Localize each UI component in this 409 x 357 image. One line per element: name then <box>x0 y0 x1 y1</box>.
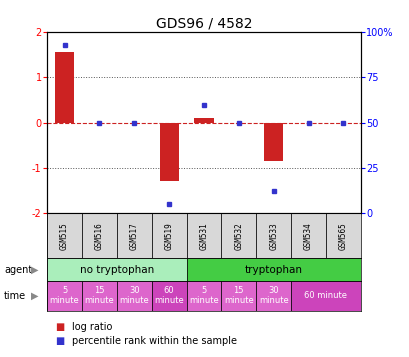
Bar <box>290 281 360 311</box>
Text: agent: agent <box>4 265 32 275</box>
Text: ▶: ▶ <box>31 291 38 301</box>
Text: 60
minute: 60 minute <box>154 286 184 306</box>
Text: 5
minute: 5 minute <box>189 286 218 306</box>
Text: GSM565: GSM565 <box>338 222 347 250</box>
Text: GSM534: GSM534 <box>303 222 312 250</box>
Bar <box>82 213 117 258</box>
Bar <box>47 281 82 311</box>
Bar <box>159 123 178 181</box>
Text: 15
minute: 15 minute <box>84 286 114 306</box>
Text: log ratio: log ratio <box>72 322 112 332</box>
Text: GSM531: GSM531 <box>199 222 208 250</box>
Bar <box>151 281 186 311</box>
Bar <box>186 213 221 258</box>
Text: time: time <box>4 291 26 301</box>
Bar <box>256 213 290 258</box>
Text: tryptophan: tryptophan <box>244 265 302 275</box>
Bar <box>221 281 256 311</box>
Bar <box>186 281 221 311</box>
Text: 5
minute: 5 minute <box>49 286 79 306</box>
Text: ■: ■ <box>55 336 65 346</box>
Bar <box>47 258 186 281</box>
Text: 60 minute: 60 minute <box>304 291 346 300</box>
Text: percentile rank within the sample: percentile rank within the sample <box>72 336 236 346</box>
Text: GSM532: GSM532 <box>234 222 243 250</box>
Bar <box>221 213 256 258</box>
Text: no tryptophan: no tryptophan <box>79 265 154 275</box>
Text: GSM515: GSM515 <box>60 222 69 250</box>
Bar <box>186 258 360 281</box>
Text: GSM516: GSM516 <box>95 222 103 250</box>
Text: ■: ■ <box>55 322 65 332</box>
Text: GSM519: GSM519 <box>164 222 173 250</box>
Bar <box>325 213 360 258</box>
Bar <box>82 281 117 311</box>
Text: GSM517: GSM517 <box>130 222 138 250</box>
Bar <box>256 281 290 311</box>
Text: GSM533: GSM533 <box>269 222 277 250</box>
Text: 30
minute: 30 minute <box>258 286 288 306</box>
Bar <box>151 213 186 258</box>
Text: 15
minute: 15 minute <box>223 286 253 306</box>
Bar <box>47 213 82 258</box>
Bar <box>290 213 325 258</box>
Text: 30
minute: 30 minute <box>119 286 149 306</box>
Bar <box>55 52 74 123</box>
Bar <box>117 213 151 258</box>
Text: ▶: ▶ <box>31 265 38 275</box>
Title: GDS96 / 4582: GDS96 / 4582 <box>155 17 252 31</box>
Bar <box>263 123 283 161</box>
Bar <box>117 281 151 311</box>
Bar <box>194 118 213 123</box>
